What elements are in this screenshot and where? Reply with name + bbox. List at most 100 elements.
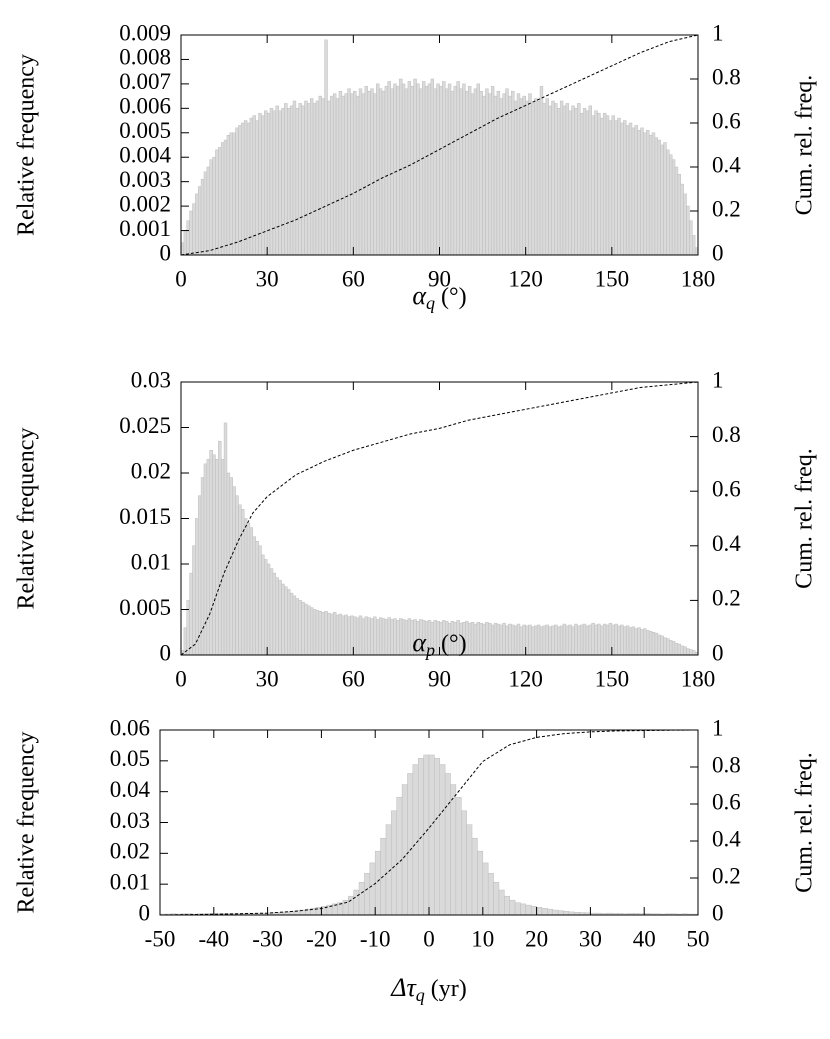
bar (577, 625, 581, 656)
bar (376, 619, 380, 656)
y-tick-label: 0.01 (110, 869, 150, 894)
x-label-unit: (yr) (431, 976, 467, 1002)
x-tick-label: 90 (428, 666, 451, 691)
bar (321, 98, 325, 256)
bar (568, 624, 572, 656)
bar (545, 624, 549, 656)
y2-tick-label: 0.6 (712, 476, 741, 501)
x-axis-label: Δτq (yr) (390, 973, 467, 1005)
y2-tick-label: 0.6 (712, 108, 741, 133)
bar (557, 626, 561, 656)
bar (625, 625, 630, 656)
y2-tick-label: 1 (712, 367, 724, 392)
bar (206, 166, 210, 256)
bar (307, 103, 311, 256)
bar (367, 617, 371, 656)
bar (275, 105, 279, 256)
bar (192, 545, 196, 656)
bar (470, 621, 475, 656)
bar (373, 616, 377, 656)
bar (614, 623, 618, 656)
x-tick-label: 0 (175, 666, 187, 691)
bar (304, 100, 308, 256)
bar (513, 625, 518, 656)
bar (505, 625, 509, 656)
bar (530, 906, 537, 916)
bar (660, 635, 664, 656)
bar (330, 95, 334, 256)
x-label-symbol: Δτ (390, 973, 417, 1002)
bar (378, 88, 383, 256)
x-tick-label: -40 (198, 926, 229, 951)
bar (611, 115, 615, 256)
x-tick-label: 120 (508, 666, 543, 691)
bar (186, 600, 190, 656)
bar (455, 796, 462, 916)
bar (660, 144, 664, 256)
bar (396, 796, 403, 916)
y2-tick-label: 0.4 (712, 531, 741, 556)
bar (479, 90, 483, 256)
bar (617, 625, 621, 656)
x-label-subscript: q (416, 985, 425, 1005)
bar (378, 617, 383, 656)
bar (335, 98, 340, 256)
bar (272, 572, 277, 656)
bar (338, 613, 343, 656)
bar (384, 86, 389, 256)
bar (542, 103, 547, 256)
bar (330, 613, 334, 656)
x-label-subscript: p (424, 640, 435, 660)
bar (348, 895, 354, 916)
bar (289, 592, 294, 656)
bar (410, 86, 414, 256)
bar (226, 134, 231, 256)
bar (490, 624, 495, 656)
bar (579, 112, 584, 256)
bar (548, 626, 552, 656)
bar (427, 83, 432, 256)
bar (215, 459, 219, 656)
bar (552, 909, 559, 916)
bar (249, 527, 254, 656)
bar (341, 615, 345, 656)
bar (617, 117, 621, 256)
bar (551, 625, 555, 656)
bar (531, 103, 535, 256)
y-tick-label: 0.06 (110, 715, 150, 740)
bar (640, 127, 644, 256)
x-tick-label: 40 (633, 926, 656, 951)
x-tick-label: 20 (525, 926, 548, 951)
bar (466, 824, 473, 916)
bar (327, 612, 331, 656)
bar (390, 619, 394, 656)
bar (548, 105, 552, 256)
bar (370, 88, 374, 256)
bar (594, 110, 598, 256)
bar (304, 603, 308, 656)
y-tick-label: 0 (160, 640, 172, 665)
bar (565, 103, 570, 256)
bar (479, 622, 483, 656)
bar (361, 618, 366, 656)
y2-tick-label: 0 (712, 900, 724, 925)
bar (246, 522, 251, 656)
bar (436, 83, 440, 256)
bar (376, 83, 380, 256)
bar (585, 110, 590, 256)
bar (423, 754, 430, 916)
bar (422, 81, 426, 256)
bar (582, 623, 587, 656)
x-tick-label: 180 (681, 266, 716, 291)
bar (413, 78, 417, 256)
x-tick-label: 180 (681, 666, 716, 691)
bar (419, 88, 423, 256)
bar (396, 620, 400, 656)
y2-axis-label: Cum. rel. freq. (792, 752, 818, 893)
bar (220, 459, 225, 656)
bar (554, 103, 558, 256)
bar (275, 577, 279, 656)
bar (643, 628, 647, 656)
bar (514, 902, 521, 916)
